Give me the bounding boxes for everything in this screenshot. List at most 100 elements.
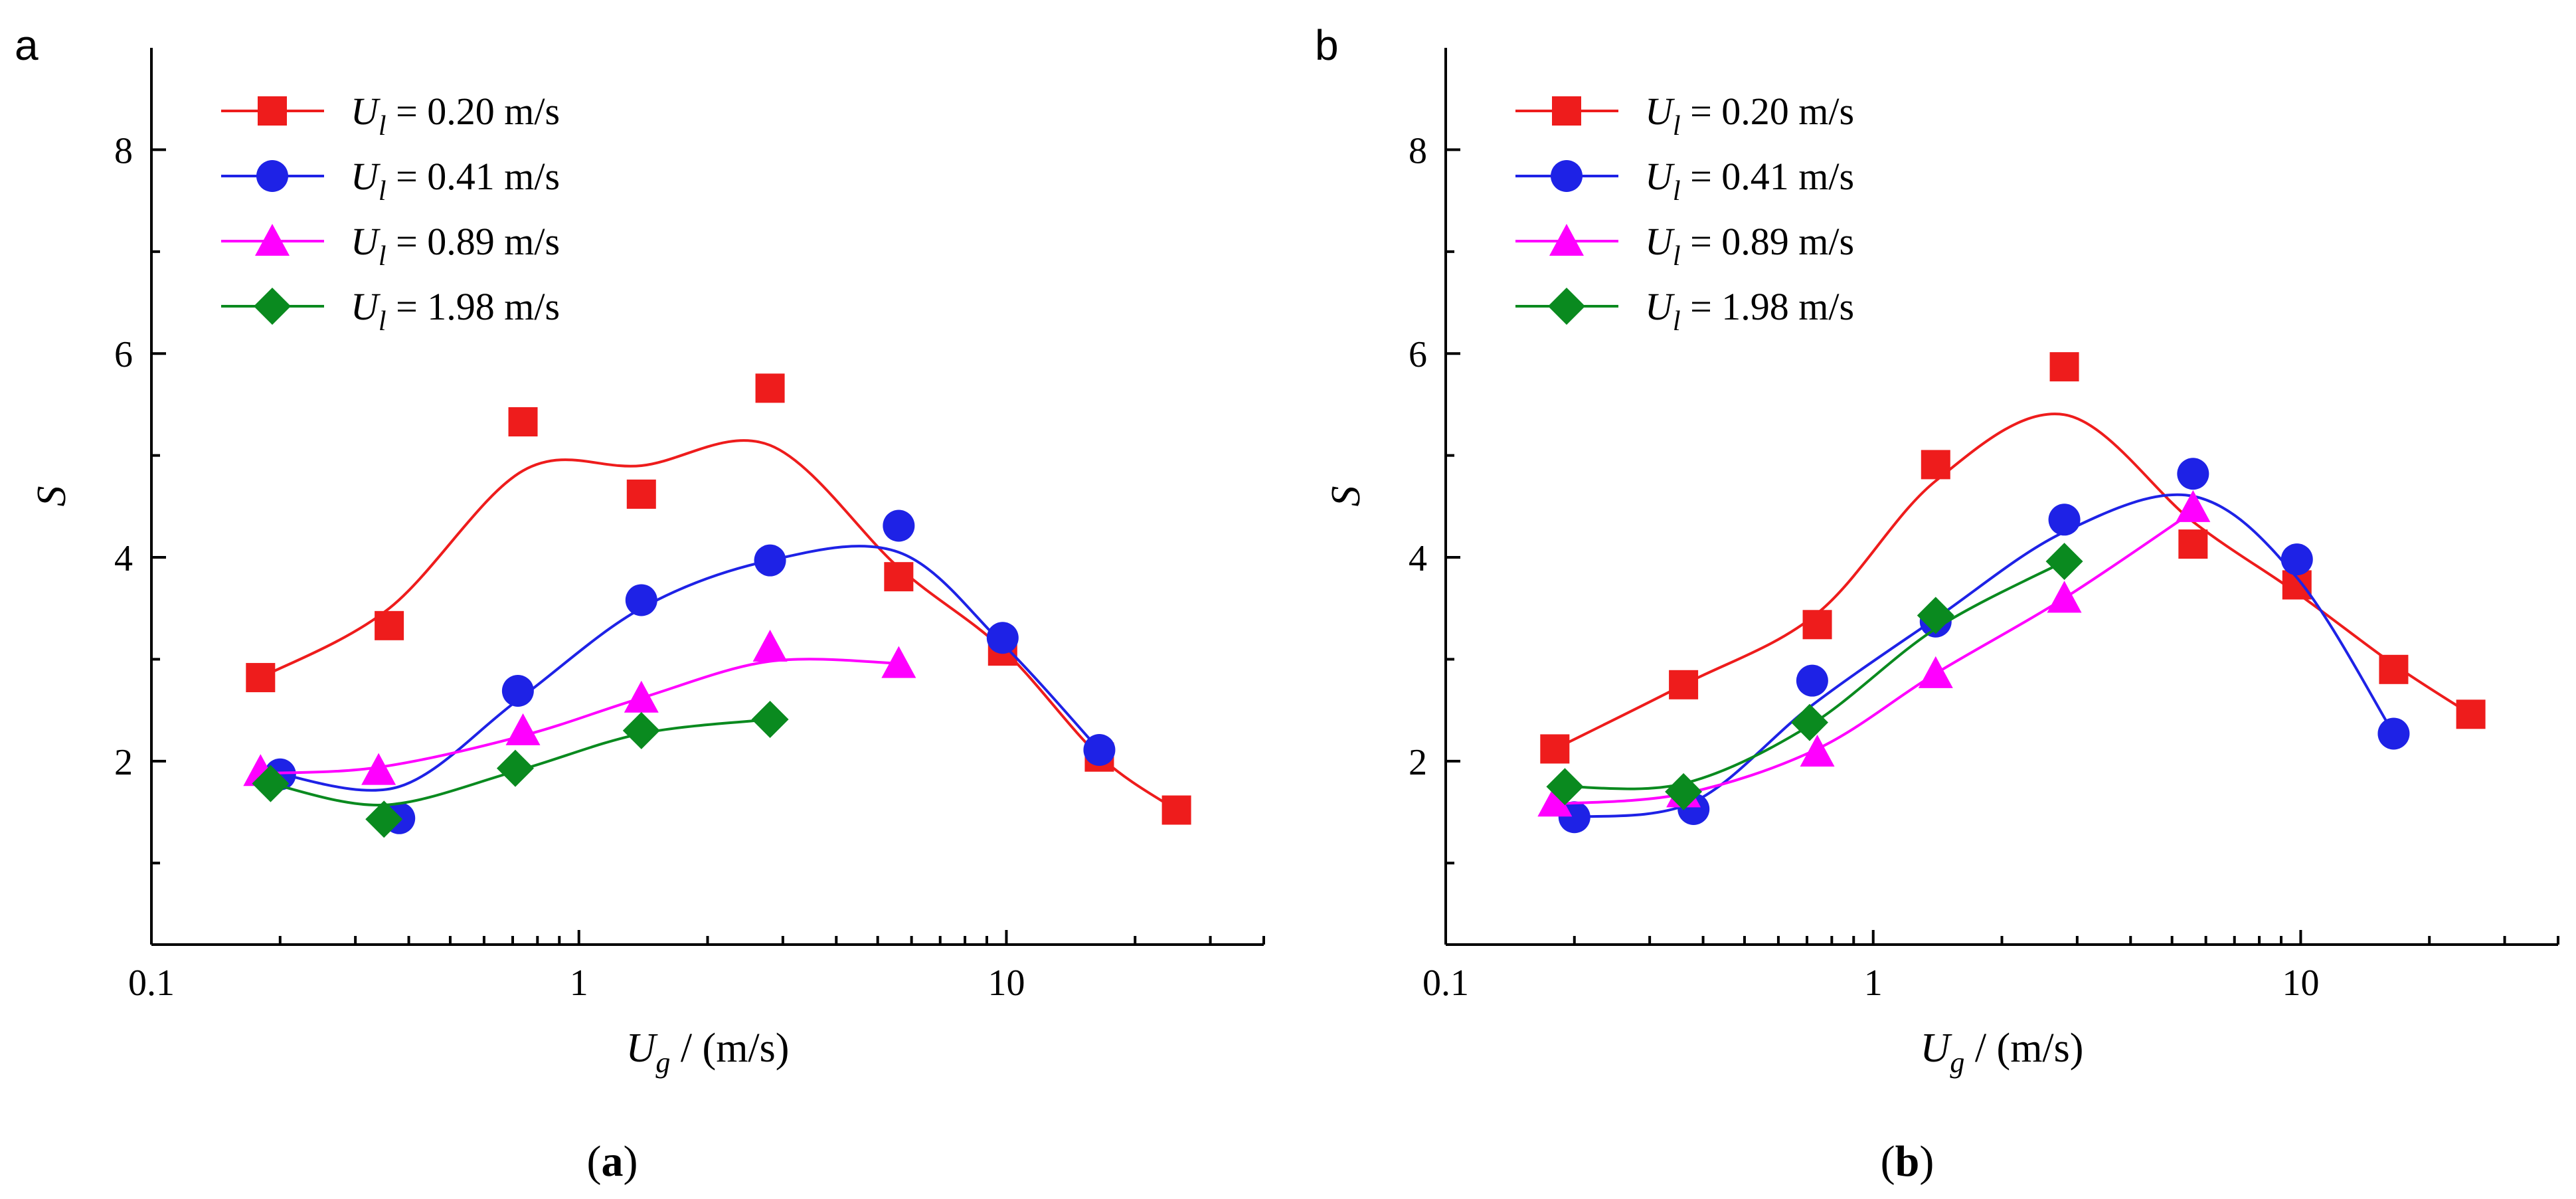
y-tick-label: 2 bbox=[1409, 742, 1427, 783]
data-point bbox=[883, 509, 915, 542]
data-point bbox=[624, 680, 659, 713]
data-point bbox=[501, 675, 534, 707]
legend: Ul = 0.20 m/s Ul = 0.41 m/s Ul = 0.89 m/s U… bbox=[1515, 90, 1854, 337]
data-point bbox=[626, 479, 656, 509]
x-tick-label: 1 bbox=[570, 963, 588, 1004]
x-axis-label: Ug / (m/s) bbox=[626, 1026, 790, 1079]
data-point bbox=[1918, 656, 1953, 688]
legend-item: Ul = 0.20 m/s bbox=[221, 90, 560, 141]
data-point bbox=[1800, 735, 1835, 767]
y-tick-label: 8 bbox=[114, 130, 133, 171]
data-point bbox=[755, 373, 785, 403]
legend-marker bbox=[254, 288, 291, 325]
y-tick-label: 6 bbox=[114, 334, 133, 375]
legend-marker bbox=[1551, 160, 1583, 192]
data-point bbox=[2178, 529, 2208, 559]
caption-b: (b) bbox=[1881, 1137, 1934, 1186]
data-point bbox=[1546, 768, 1584, 806]
x-tick-label: 0.1 bbox=[1422, 963, 1469, 1004]
data-point bbox=[1921, 450, 1950, 480]
data-point bbox=[754, 544, 786, 577]
legend-marker bbox=[255, 224, 290, 256]
legend-label: Ul = 0.20 m/s bbox=[1645, 90, 1854, 141]
data-point bbox=[375, 610, 404, 640]
series-magenta bbox=[1537, 490, 2211, 817]
series-green bbox=[1546, 543, 2083, 810]
panel-letter: a bbox=[15, 21, 39, 69]
data-point bbox=[751, 700, 789, 738]
fit-curve bbox=[1574, 493, 2395, 819]
x-tick-label: 10 bbox=[2282, 963, 2319, 1004]
legend-item: Ul = 0.89 m/s bbox=[221, 220, 560, 272]
data-point bbox=[2049, 352, 2079, 382]
data-point bbox=[2045, 543, 2083, 581]
y-axis-label: S bbox=[1324, 486, 1369, 507]
data-point bbox=[2456, 699, 2486, 729]
y-axis-label: S bbox=[29, 486, 74, 507]
data-point bbox=[1802, 610, 1832, 640]
legend-marker bbox=[1548, 288, 1585, 325]
x-tick-label: 1 bbox=[1864, 963, 1883, 1004]
legend-marker bbox=[258, 96, 287, 126]
data-point bbox=[252, 765, 290, 802]
y-tick-label: 6 bbox=[1409, 334, 1427, 375]
data-point bbox=[2177, 458, 2209, 490]
panel-letter: b bbox=[1315, 21, 1339, 69]
data-point bbox=[1537, 784, 1573, 817]
data-point bbox=[1790, 703, 1828, 741]
data-point bbox=[884, 562, 914, 592]
caption-a: (a) bbox=[587, 1137, 638, 1186]
data-point bbox=[2176, 490, 2211, 522]
series-green bbox=[252, 700, 789, 838]
data-point bbox=[2047, 581, 2082, 613]
legend-item: Ul = 1.98 m/s bbox=[1515, 285, 1854, 337]
data-point bbox=[1540, 734, 1570, 764]
legend-item: Ul = 0.41 m/s bbox=[221, 155, 560, 207]
data-point bbox=[2377, 717, 2410, 750]
data-point bbox=[2379, 654, 2409, 684]
legend-item: Ul = 0.41 m/s bbox=[1515, 155, 1854, 207]
data-point bbox=[881, 646, 916, 678]
data-point bbox=[2280, 543, 2313, 576]
y-tick-label: 2 bbox=[114, 742, 133, 783]
data-point bbox=[986, 622, 1019, 654]
fit-curve bbox=[280, 545, 1100, 792]
data-point bbox=[752, 630, 788, 662]
y-tick-label: 4 bbox=[114, 538, 133, 579]
legend-label: Ul = 1.98 m/s bbox=[351, 285, 560, 337]
y-tick-label: 4 bbox=[1409, 538, 1427, 579]
legend-item: Ul = 0.89 m/s bbox=[1515, 220, 1854, 272]
series-red bbox=[246, 373, 1191, 825]
fit-curve bbox=[260, 658, 899, 775]
series-blue bbox=[264, 509, 1116, 834]
data-point bbox=[1796, 664, 1828, 697]
fit-curve bbox=[1554, 413, 2472, 751]
data-point bbox=[361, 753, 396, 785]
legend-label: Ul = 0.89 m/s bbox=[351, 220, 560, 272]
fit-curve bbox=[1555, 510, 2194, 806]
data-point bbox=[1669, 670, 1699, 699]
series-red bbox=[1540, 352, 2486, 764]
series-magenta bbox=[243, 630, 916, 786]
legend-marker bbox=[1552, 96, 1581, 126]
data-point bbox=[2048, 504, 2081, 536]
data-point bbox=[508, 407, 538, 437]
legend-item: Ul = 0.20 m/s bbox=[1515, 90, 1854, 141]
legend-marker bbox=[1549, 224, 1584, 256]
data-point bbox=[505, 713, 541, 745]
legend-item: Ul = 1.98 m/s bbox=[221, 285, 560, 337]
fit-curve bbox=[260, 439, 1177, 812]
data-point bbox=[1161, 795, 1191, 825]
legend-label: Ul = 0.89 m/s bbox=[1645, 220, 1854, 272]
x-tick-label: 0.1 bbox=[128, 963, 175, 1004]
legend-marker bbox=[256, 160, 288, 192]
data-point bbox=[246, 663, 276, 693]
y-tick-label: 8 bbox=[1409, 130, 1427, 171]
legend-label: Ul = 0.41 m/s bbox=[1645, 155, 1854, 207]
data-point bbox=[1665, 773, 1703, 810]
data-point bbox=[625, 584, 657, 616]
data-point bbox=[622, 711, 660, 749]
data-point bbox=[365, 800, 403, 838]
